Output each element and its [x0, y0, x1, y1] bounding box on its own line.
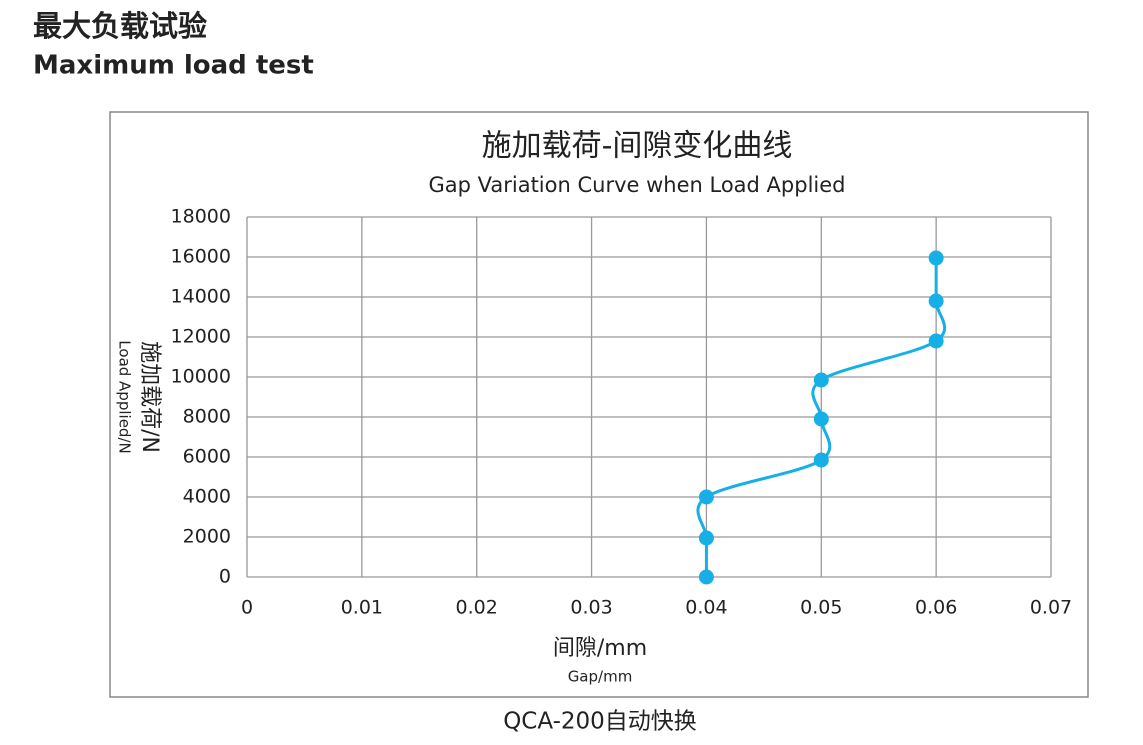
y-tick-label: 2000 — [183, 526, 231, 548]
y-axis-title: 施加载荷/N — [137, 341, 162, 453]
data-point — [698, 530, 714, 546]
data-point — [928, 293, 944, 309]
x-tick-label: 0.04 — [685, 597, 727, 619]
x-tick-label: 0.02 — [456, 597, 498, 619]
y-tick-label: 12000 — [171, 326, 231, 348]
x-tick-label: 0.07 — [1030, 597, 1072, 619]
data-point — [813, 452, 829, 468]
y-tick-label: 0 — [219, 566, 231, 588]
x-tick-label: 0.05 — [800, 597, 842, 619]
y-tick-label: 18000 — [171, 206, 231, 228]
y-tick-label: 16000 — [171, 246, 231, 268]
y-tick-label: 10000 — [171, 366, 231, 388]
x-axis-title: 间隙/mm — [553, 636, 647, 661]
data-point — [928, 333, 944, 349]
y-tick-label: 8000 — [183, 406, 231, 428]
x-tick-label: 0.03 — [570, 597, 612, 619]
x-axis-title-en: Gap/mm — [568, 668, 633, 686]
data-point — [928, 250, 944, 266]
data-point — [698, 489, 714, 505]
chart-frame — [109, 111, 1089, 698]
y-tick-label: 14000 — [171, 286, 231, 308]
x-tick-label: 0.01 — [341, 597, 383, 619]
page-title-en: Maximum load test — [33, 51, 314, 81]
y-tick-label: 6000 — [183, 446, 231, 468]
caption: QCA-200自动快换 — [503, 709, 697, 735]
data-point — [698, 569, 714, 585]
x-tick-label: 0.06 — [915, 597, 957, 619]
chart-subtitle: Gap Variation Curve when Load Applied — [428, 173, 845, 197]
chart-title: 施加载荷-间隙变化曲线 — [482, 129, 793, 164]
y-axis-title-en: Load Applied/N — [116, 340, 134, 453]
y-tick-label: 4000 — [183, 486, 231, 508]
page-title: 最大负载试验 — [33, 9, 207, 43]
x-tick-label: 0 — [241, 597, 253, 619]
data-point — [813, 411, 829, 427]
data-point — [813, 372, 829, 388]
